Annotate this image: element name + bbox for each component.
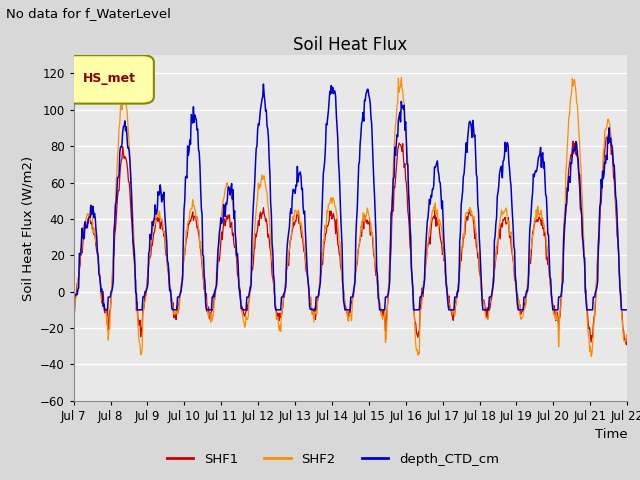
SHF1 <box>623 332 631 338</box>
SHF1 <box>605 132 612 137</box>
depth_CTD_cm <box>623 307 631 313</box>
SHF2 <box>588 353 595 359</box>
Line: SHF2: SHF2 <box>74 77 627 356</box>
SHF2 <box>397 74 405 80</box>
SHF2 <box>264 201 271 206</box>
Title: Soil Heat Flux: Soil Heat Flux <box>293 36 408 54</box>
SHF1 <box>285 263 292 268</box>
Text: HS_met: HS_met <box>83 72 136 85</box>
depth_CTD_cm <box>70 294 77 300</box>
Line: depth_CTD_cm: depth_CTD_cm <box>74 84 627 310</box>
depth_CTD_cm <box>237 302 245 308</box>
depth_CTD_cm <box>286 211 294 216</box>
SHF1 <box>134 322 142 328</box>
depth_CTD_cm <box>440 238 448 243</box>
SHF2 <box>134 333 142 339</box>
depth_CTD_cm <box>136 307 143 313</box>
X-axis label: Time: Time <box>595 428 627 442</box>
SHF2 <box>623 333 631 339</box>
Text: No data for f_WaterLevel: No data for f_WaterLevel <box>6 7 172 20</box>
SHF2 <box>408 278 416 284</box>
SHF2 <box>237 296 244 301</box>
FancyBboxPatch shape <box>65 55 154 104</box>
SHF2 <box>70 305 77 311</box>
Line: SHF1: SHF1 <box>74 134 627 345</box>
depth_CTD_cm <box>260 81 268 87</box>
depth_CTD_cm <box>100 307 108 313</box>
depth_CTD_cm <box>266 157 273 163</box>
SHF1 <box>408 264 415 270</box>
SHF2 <box>285 250 292 255</box>
SHF1 <box>264 234 271 240</box>
Legend: SHF1, SHF2, depth_CTD_cm: SHF1, SHF2, depth_CTD_cm <box>161 447 504 471</box>
SHF1 <box>237 288 244 294</box>
depth_CTD_cm <box>409 286 417 291</box>
SHF1 <box>438 252 446 257</box>
SHF1 <box>623 342 630 348</box>
SHF1 <box>70 307 77 312</box>
Y-axis label: Soil Heat Flux (W/m2): Soil Heat Flux (W/m2) <box>21 156 35 300</box>
SHF2 <box>439 248 447 254</box>
